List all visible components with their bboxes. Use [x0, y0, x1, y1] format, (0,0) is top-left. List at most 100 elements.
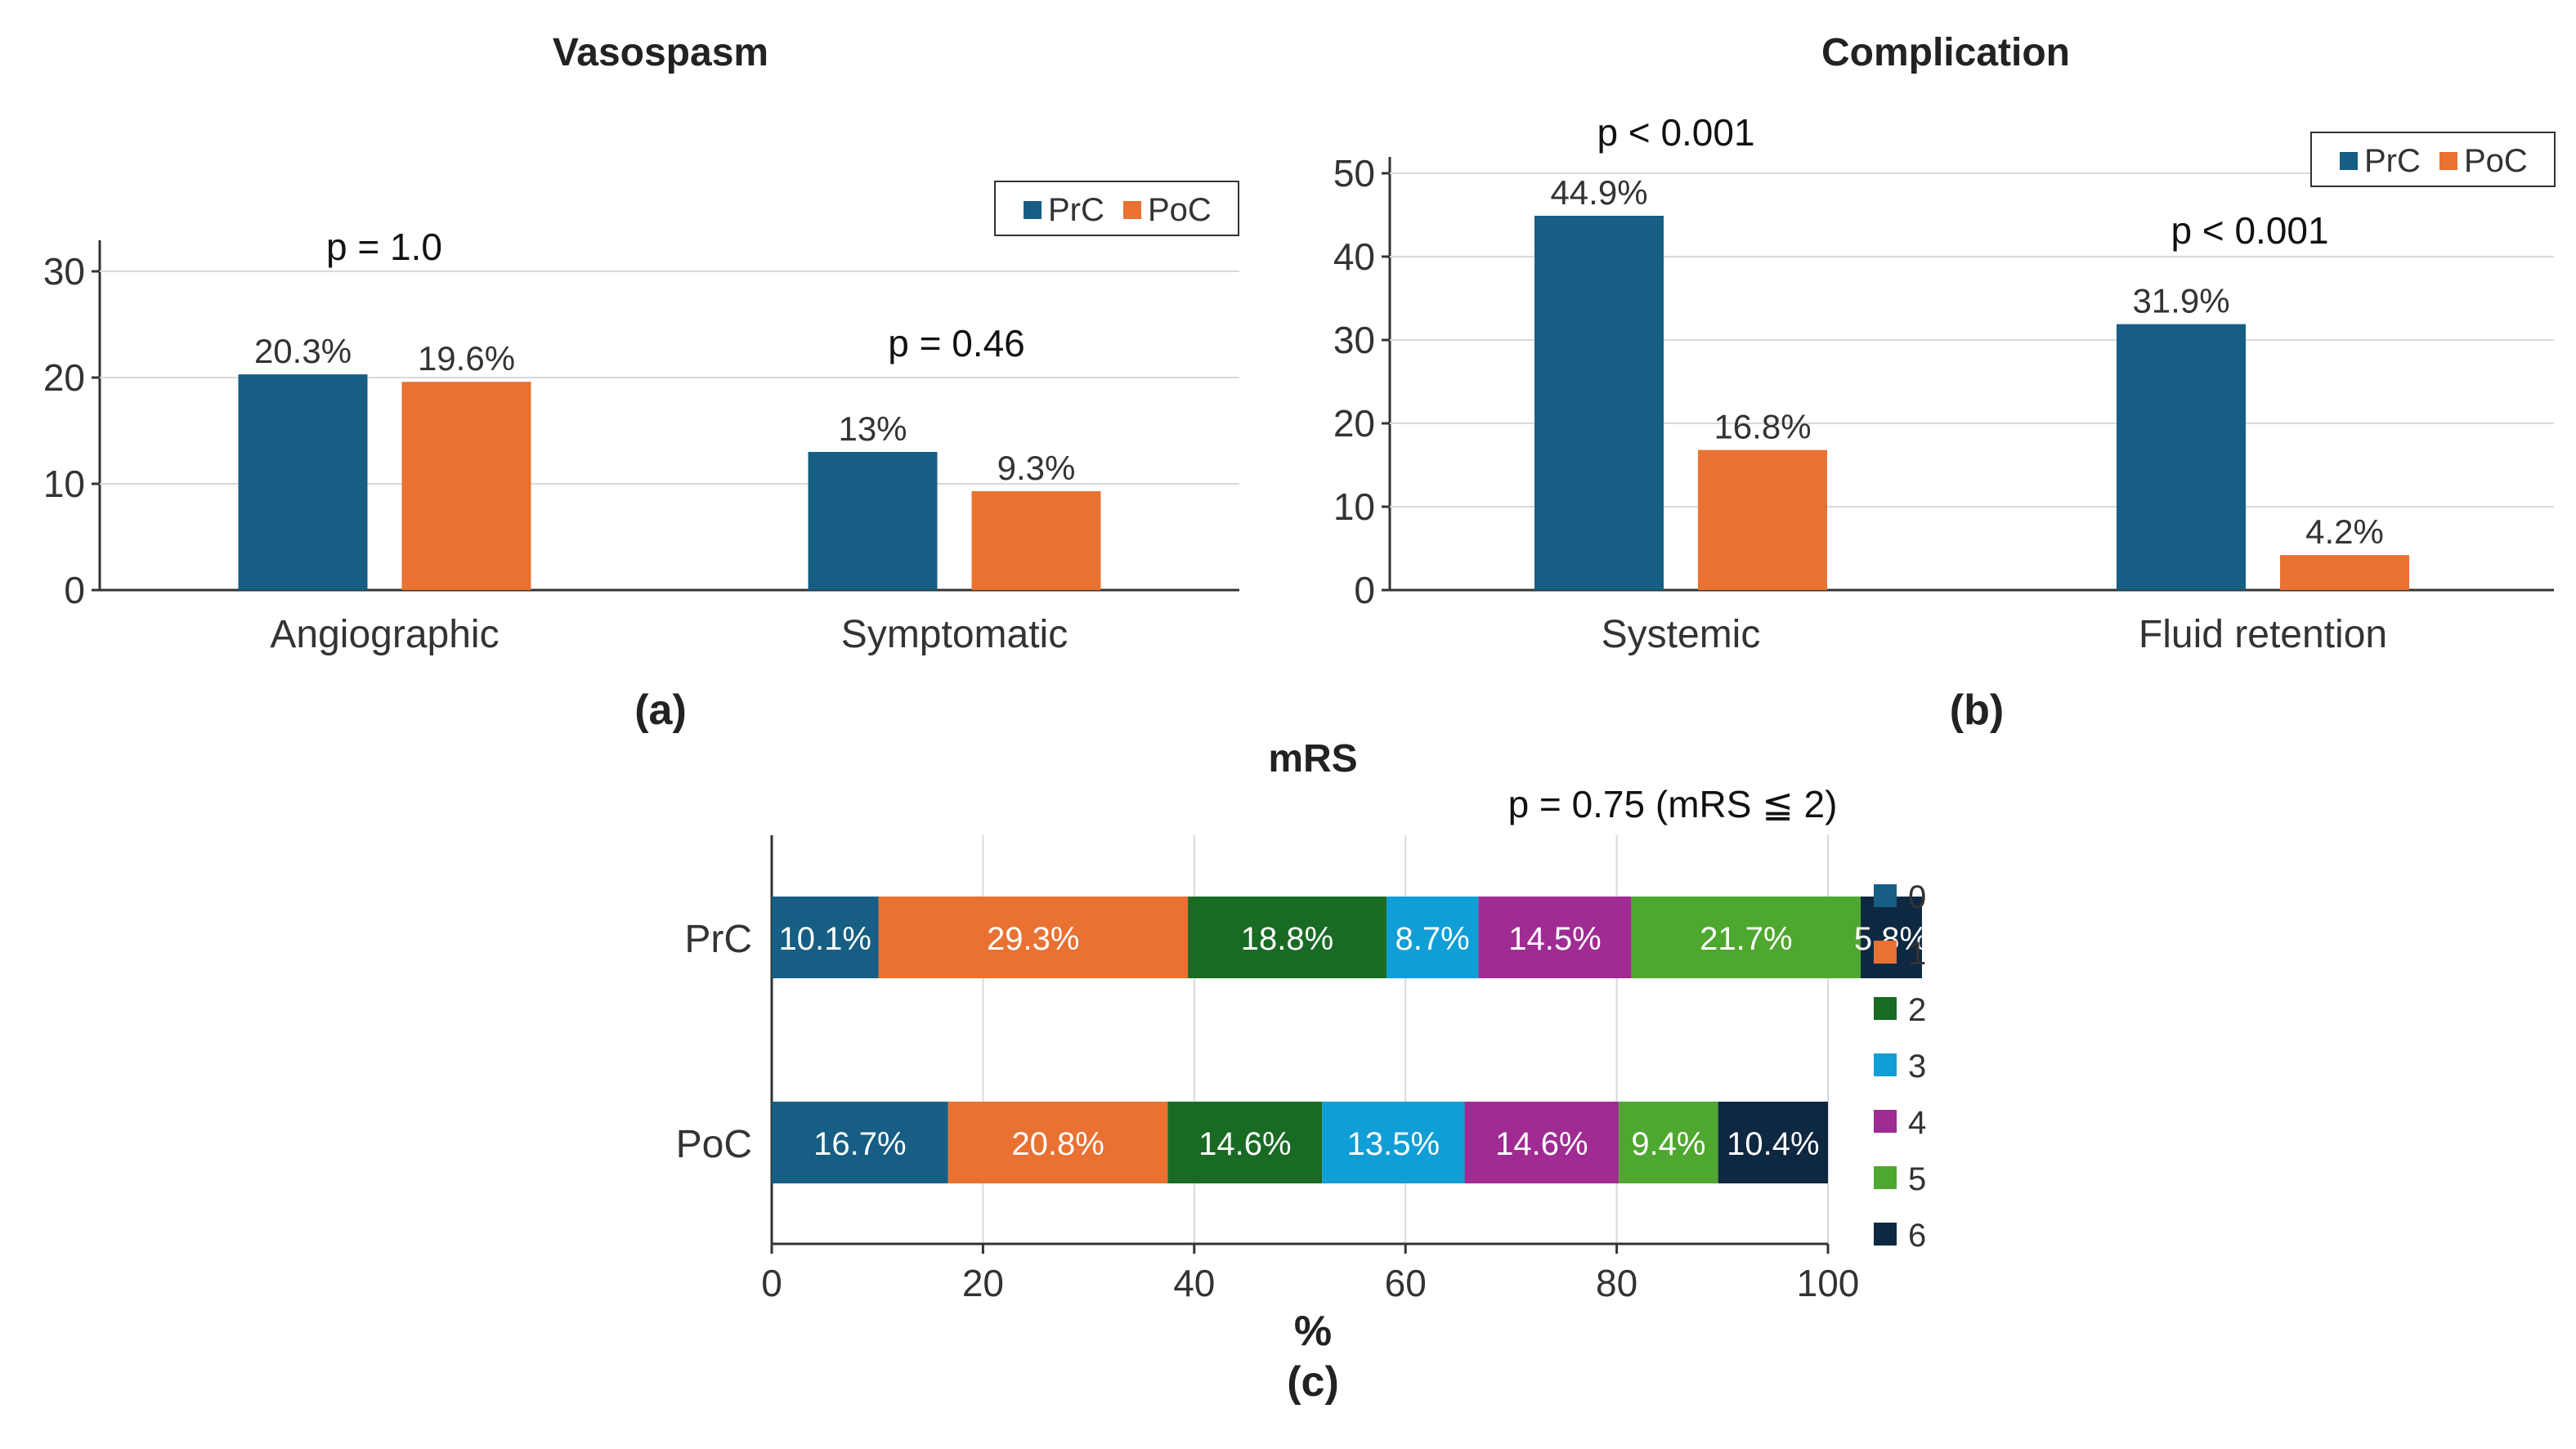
panel-b-legend-prc: PrC — [2364, 143, 2421, 179]
b-y-tick-label: 50 — [1333, 152, 1375, 195]
c-legend-swatch-1 — [1874, 941, 1897, 964]
panel-b-label: (b) — [1950, 686, 2004, 734]
b-bar-poc — [2280, 555, 2409, 590]
b-bar-poc — [1698, 449, 1827, 590]
c-segment-mrs-6 — [1718, 1102, 1828, 1183]
b-y-tick-label: 30 — [1333, 319, 1375, 361]
c-segment-label: 8.7% — [1396, 921, 1470, 957]
panel-a-legend-swatch-prc — [1024, 201, 1042, 219]
c-segment-mrs-2 — [1188, 897, 1387, 978]
c-segment-label: 14.6% — [1198, 1126, 1291, 1162]
c-segment-mrs-1 — [878, 897, 1189, 978]
c-segment-label: 9.4% — [1631, 1126, 1705, 1162]
c-segment-mrs-3 — [1386, 897, 1479, 978]
c-legend-swatch-6 — [1874, 1223, 1897, 1246]
c-legend-swatch-4 — [1874, 1110, 1897, 1133]
panel-c-pvalue: p = 0.75 (mRS ≦ 2) — [1508, 783, 1838, 825]
c-segment-mrs-4 — [1478, 897, 1632, 978]
a-bar-value-label: 20.3% — [254, 332, 352, 370]
c-segment-label: 13.5% — [1347, 1126, 1440, 1162]
c-segment-label: 14.5% — [1508, 921, 1601, 957]
c-legend-swatch-2 — [1874, 997, 1897, 1020]
c-segment-label: 10.1% — [779, 921, 871, 957]
b-category-label: Fluid retention — [2139, 613, 2387, 656]
b-bar-value-label: 31.9% — [2132, 282, 2229, 320]
c-legend-label-4: 4 — [1908, 1105, 1926, 1141]
a-bar-value-label: 19.6% — [418, 339, 515, 378]
panel-c-mrs: mRS p = 0.75 (mRS ≦ 2) 0 20 40 60 80 100 10.1… — [676, 737, 1929, 1406]
c-row-label-poc: PoC — [676, 1123, 752, 1166]
c-legend-label-5: 5 — [1908, 1161, 1926, 1197]
panel-a-vasospasm: Vasospasm 0 10 20 30 20.3% 19.6% 13% 9.3% Angi… — [43, 31, 1239, 734]
c-segment-label: 16.7% — [813, 1126, 906, 1162]
c-x-tick-label: 20 — [962, 1262, 1004, 1304]
b-y-tick-label: 20 — [1333, 402, 1375, 445]
a-y-tick-label: 0 — [64, 569, 85, 611]
c-segment-mrs-3 — [1322, 1102, 1465, 1183]
panel-a-label: (a) — [634, 686, 687, 734]
a-y-tick-label: 30 — [43, 250, 85, 293]
a-category-label: Symptomatic — [841, 613, 1068, 656]
a-bar-prc — [808, 452, 938, 590]
b-bar-prc — [1534, 216, 1664, 590]
c-segment-mrs-2 — [1167, 1102, 1323, 1183]
b-y-tick-label: 0 — [1354, 569, 1375, 611]
c-legend-swatch-3 — [1874, 1053, 1897, 1076]
b-bar-value-label: 44.9% — [1550, 173, 1647, 212]
a-bar-value-label: 9.3% — [997, 449, 1076, 487]
a-category-label: Angiographic — [270, 613, 499, 656]
c-segment-label: 20.8% — [1011, 1126, 1104, 1162]
c-segment-mrs-5 — [1631, 897, 1861, 978]
c-legend-label-6: 6 — [1908, 1218, 1926, 1254]
panel-a-title: Vasospasm — [553, 31, 768, 74]
panel-a-pvalue-angiographic: p = 1.0 — [326, 226, 442, 268]
c-segment-mrs-6 — [1861, 897, 1922, 978]
panel-a-legend: PrC PoC — [994, 181, 1239, 236]
panel-b-pvalue-fluid: p < 0.001 — [2171, 209, 2328, 252]
c-legend-swatch-5 — [1874, 1166, 1897, 1189]
c-segment-label: 18.8% — [1241, 921, 1333, 957]
c-x-tick-label: 60 — [1385, 1262, 1427, 1304]
panel-b-legend-swatch-prc — [2340, 152, 2358, 170]
c-segment-mrs-1 — [948, 1102, 1168, 1183]
b-y-tick-label: 40 — [1333, 235, 1375, 278]
panel-a-legend-poc: PoC — [1148, 192, 1212, 228]
a-bar-poc — [971, 491, 1101, 590]
c-legend-label-0: 0 — [1908, 879, 1926, 915]
panel-a-pvalue-symptomatic: p = 0.46 — [888, 322, 1025, 364]
c-x-tick-label: 80 — [1596, 1262, 1637, 1304]
c-legend-label-2: 2 — [1908, 992, 1926, 1028]
panel-b-legend-swatch-poc — [2439, 152, 2457, 170]
a-y-tick-label: 20 — [43, 356, 85, 399]
panel-a-legend-swatch-poc — [1123, 201, 1141, 219]
c-segment-mrs-5 — [1619, 1102, 1718, 1183]
a-y-tick-label: 10 — [43, 463, 85, 505]
panel-a-legend-prc: PrC — [1048, 192, 1104, 228]
b-bar-value-label: 16.8% — [1714, 408, 1811, 446]
panel-b-complication: Complication 0 10 20 30 40 50 44.9% 16.8% 31.9%… — [1333, 31, 2556, 734]
b-category-label: Systemic — [1602, 613, 1761, 656]
c-legend-swatch-0 — [1874, 884, 1897, 907]
panel-b-legend: PrC PoC — [2310, 132, 2556, 187]
c-segment-label: 21.7% — [1700, 921, 1792, 957]
c-legend-label-3: 3 — [1908, 1049, 1926, 1085]
c-segment-label: 29.3% — [987, 921, 1079, 957]
c-legend-label-1: 1 — [1908, 936, 1926, 972]
b-bar-prc — [2117, 324, 2246, 590]
c-segment-mrs-0 — [772, 1102, 948, 1183]
c-segment-mrs-0 — [772, 897, 879, 978]
panel-c-xlabel: % — [1294, 1308, 1332, 1355]
panel-c-label: (c) — [1287, 1358, 1339, 1406]
b-y-tick-label: 10 — [1333, 485, 1375, 528]
c-segment-label: 14.6% — [1495, 1126, 1588, 1162]
c-row-label-prc: PrC — [684, 918, 752, 961]
a-bar-prc — [238, 374, 368, 590]
a-bar-poc — [401, 382, 531, 590]
b-bar-value-label: 4.2% — [2305, 512, 2384, 551]
c-x-tick-label: 0 — [761, 1262, 782, 1304]
c-segment-label: 10.4% — [1727, 1126, 1819, 1162]
panel-c-title: mRS — [1268, 737, 1357, 780]
panel-b-title: Complication — [1821, 31, 2070, 74]
c-x-tick-label: 40 — [1173, 1262, 1215, 1304]
